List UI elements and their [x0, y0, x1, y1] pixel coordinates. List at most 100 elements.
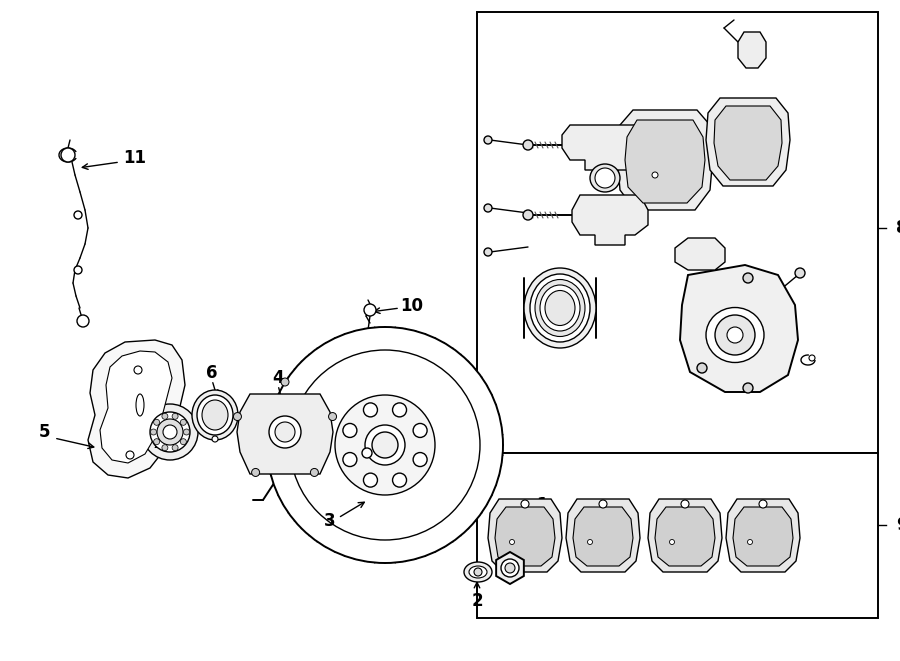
Circle shape — [310, 469, 319, 477]
Circle shape — [362, 448, 372, 458]
Polygon shape — [562, 125, 658, 170]
Polygon shape — [733, 507, 793, 566]
Polygon shape — [488, 499, 562, 572]
Text: 9: 9 — [896, 516, 900, 534]
Circle shape — [364, 473, 377, 487]
Circle shape — [180, 419, 186, 425]
Ellipse shape — [706, 307, 764, 362]
Text: 7: 7 — [152, 434, 164, 452]
Circle shape — [212, 436, 218, 442]
Circle shape — [233, 412, 241, 420]
Circle shape — [364, 304, 376, 316]
Circle shape — [328, 412, 337, 420]
Circle shape — [275, 422, 295, 442]
Circle shape — [413, 424, 428, 438]
Text: 1: 1 — [536, 496, 548, 514]
Circle shape — [172, 413, 178, 419]
Polygon shape — [237, 394, 333, 474]
Circle shape — [413, 453, 428, 467]
Text: 8: 8 — [896, 219, 900, 237]
Circle shape — [523, 140, 533, 150]
Circle shape — [74, 211, 82, 219]
Text: 6: 6 — [206, 364, 218, 382]
Circle shape — [290, 350, 480, 540]
Circle shape — [505, 563, 515, 573]
Polygon shape — [625, 120, 705, 203]
Circle shape — [184, 429, 190, 435]
Circle shape — [134, 366, 142, 374]
Circle shape — [652, 172, 658, 178]
Polygon shape — [714, 106, 782, 180]
Bar — [477, 12, 878, 453]
Polygon shape — [88, 340, 185, 478]
Polygon shape — [566, 499, 640, 572]
Circle shape — [670, 539, 674, 545]
Circle shape — [392, 403, 407, 417]
Circle shape — [595, 168, 615, 188]
Polygon shape — [738, 32, 766, 68]
Circle shape — [372, 432, 398, 458]
Ellipse shape — [202, 400, 228, 430]
Bar — [477, 453, 878, 618]
Circle shape — [599, 500, 607, 508]
Polygon shape — [617, 110, 713, 210]
Polygon shape — [655, 507, 715, 566]
Ellipse shape — [197, 395, 233, 435]
Circle shape — [180, 439, 186, 445]
Polygon shape — [726, 499, 800, 572]
Circle shape — [252, 469, 259, 477]
Circle shape — [484, 204, 492, 212]
Polygon shape — [100, 351, 172, 463]
Circle shape — [335, 395, 435, 495]
Circle shape — [163, 425, 177, 439]
Text: 11: 11 — [123, 149, 147, 167]
Circle shape — [281, 378, 289, 386]
Ellipse shape — [469, 566, 487, 578]
Circle shape — [521, 500, 529, 508]
Circle shape — [343, 424, 357, 438]
Circle shape — [474, 568, 482, 576]
Text: 2: 2 — [472, 592, 482, 610]
Circle shape — [154, 419, 159, 425]
Circle shape — [74, 266, 82, 274]
Circle shape — [748, 539, 752, 545]
Circle shape — [697, 363, 707, 373]
Circle shape — [588, 539, 592, 545]
Circle shape — [77, 315, 89, 327]
Polygon shape — [675, 238, 725, 270]
Polygon shape — [706, 98, 790, 186]
Circle shape — [269, 416, 301, 448]
Text: 5: 5 — [38, 423, 50, 441]
Circle shape — [142, 404, 198, 460]
Circle shape — [727, 327, 743, 343]
Polygon shape — [680, 265, 798, 392]
Polygon shape — [496, 552, 524, 584]
Circle shape — [364, 403, 377, 417]
Text: 10: 10 — [400, 297, 424, 315]
Circle shape — [501, 559, 519, 577]
Text: 4: 4 — [272, 369, 284, 387]
Polygon shape — [573, 507, 633, 566]
Polygon shape — [572, 195, 648, 245]
Circle shape — [743, 383, 753, 393]
Circle shape — [484, 136, 492, 144]
Ellipse shape — [590, 164, 620, 192]
Circle shape — [267, 327, 503, 563]
Circle shape — [172, 445, 178, 451]
Circle shape — [365, 425, 405, 465]
Circle shape — [392, 473, 407, 487]
Circle shape — [150, 429, 157, 435]
Circle shape — [157, 419, 183, 445]
Circle shape — [523, 210, 533, 220]
Circle shape — [343, 453, 357, 467]
Circle shape — [795, 268, 805, 278]
Circle shape — [715, 315, 755, 355]
Ellipse shape — [524, 268, 596, 348]
Ellipse shape — [530, 274, 590, 342]
Circle shape — [681, 500, 689, 508]
Circle shape — [150, 412, 190, 452]
Circle shape — [743, 273, 753, 283]
Circle shape — [759, 500, 767, 508]
Ellipse shape — [540, 285, 580, 331]
Circle shape — [509, 539, 515, 545]
